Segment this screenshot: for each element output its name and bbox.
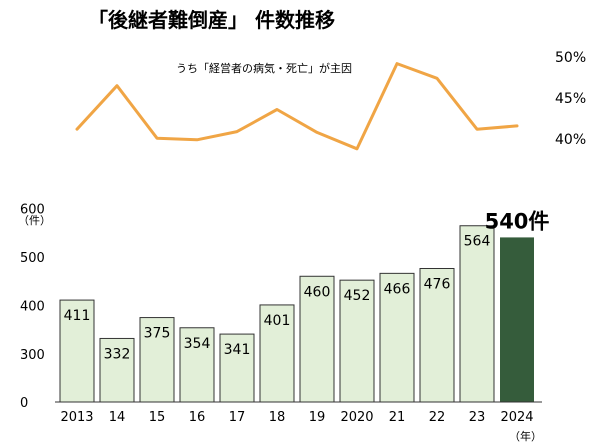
bar xyxy=(459,225,495,403)
x-tick-label: 17 xyxy=(229,410,246,425)
x-tick-label: 15 xyxy=(149,410,166,425)
bar-value-label: 401 xyxy=(264,313,291,329)
bar xyxy=(179,327,215,403)
x-tick-label: 2024 xyxy=(500,410,533,425)
y-tick-label: 300 xyxy=(20,348,45,363)
bar xyxy=(219,333,255,403)
x-tick-label: 21 xyxy=(389,410,406,425)
bar xyxy=(339,279,375,403)
x-tick-label: 14 xyxy=(109,410,126,425)
y-tick-label: 500 xyxy=(20,251,45,266)
y-tick-label: 600 xyxy=(20,202,45,217)
chart-title: 「後継者難倒産」 件数推移 xyxy=(88,8,335,32)
chart-subtitle: うち「経営者の病気・死亡」が主因 xyxy=(176,61,352,75)
y-tick-label: 0 xyxy=(20,396,28,411)
bar xyxy=(379,272,415,403)
bar-value-label: 540件 xyxy=(485,209,550,233)
bar-value-label: 411 xyxy=(64,308,91,324)
x-tick-label: 22 xyxy=(429,410,446,425)
x-tick-label: 19 xyxy=(309,410,326,425)
bar-value-label: 341 xyxy=(224,342,251,358)
line-chart xyxy=(75,62,519,151)
bar-value-label: 476 xyxy=(424,276,451,292)
x-tick-label: 18 xyxy=(269,410,286,425)
line-y-tick-label: 50% xyxy=(555,50,586,66)
bar-value-label: 466 xyxy=(384,281,411,297)
series-line xyxy=(75,62,519,151)
bar xyxy=(299,275,335,403)
line-y-axis: 50% 45% 40% xyxy=(555,50,586,148)
bar xyxy=(59,299,95,403)
x-tick-label: 23 xyxy=(469,410,486,425)
y-axis-unit: （件） xyxy=(18,214,51,227)
bar-x-axis: 2013 14 15 16 17 18 19 2020 21 22 23 2024 xyxy=(60,410,533,425)
bar-value-label: 375 xyxy=(144,326,171,342)
x-axis-unit: （年） xyxy=(509,429,542,443)
bar xyxy=(139,317,175,403)
x-tick-label: 16 xyxy=(189,410,206,425)
y-tick-label: 400 xyxy=(20,299,45,314)
bar-value-label: 354 xyxy=(184,336,211,352)
line-y-tick-label: 45% xyxy=(555,91,586,107)
bar-value-label: 564 xyxy=(464,234,491,250)
bar-value-label: 452 xyxy=(344,288,371,304)
bar-y-axis: 0 300 400 500 600 xyxy=(20,202,45,411)
bar-value-label: 460 xyxy=(304,284,331,300)
x-tick-label: 2020 xyxy=(340,410,373,425)
bar xyxy=(259,304,295,403)
bar-value-label: 332 xyxy=(104,346,131,362)
bar xyxy=(500,237,534,402)
line-y-tick-label: 40% xyxy=(555,132,586,148)
x-tick-label: 2013 xyxy=(60,410,93,425)
